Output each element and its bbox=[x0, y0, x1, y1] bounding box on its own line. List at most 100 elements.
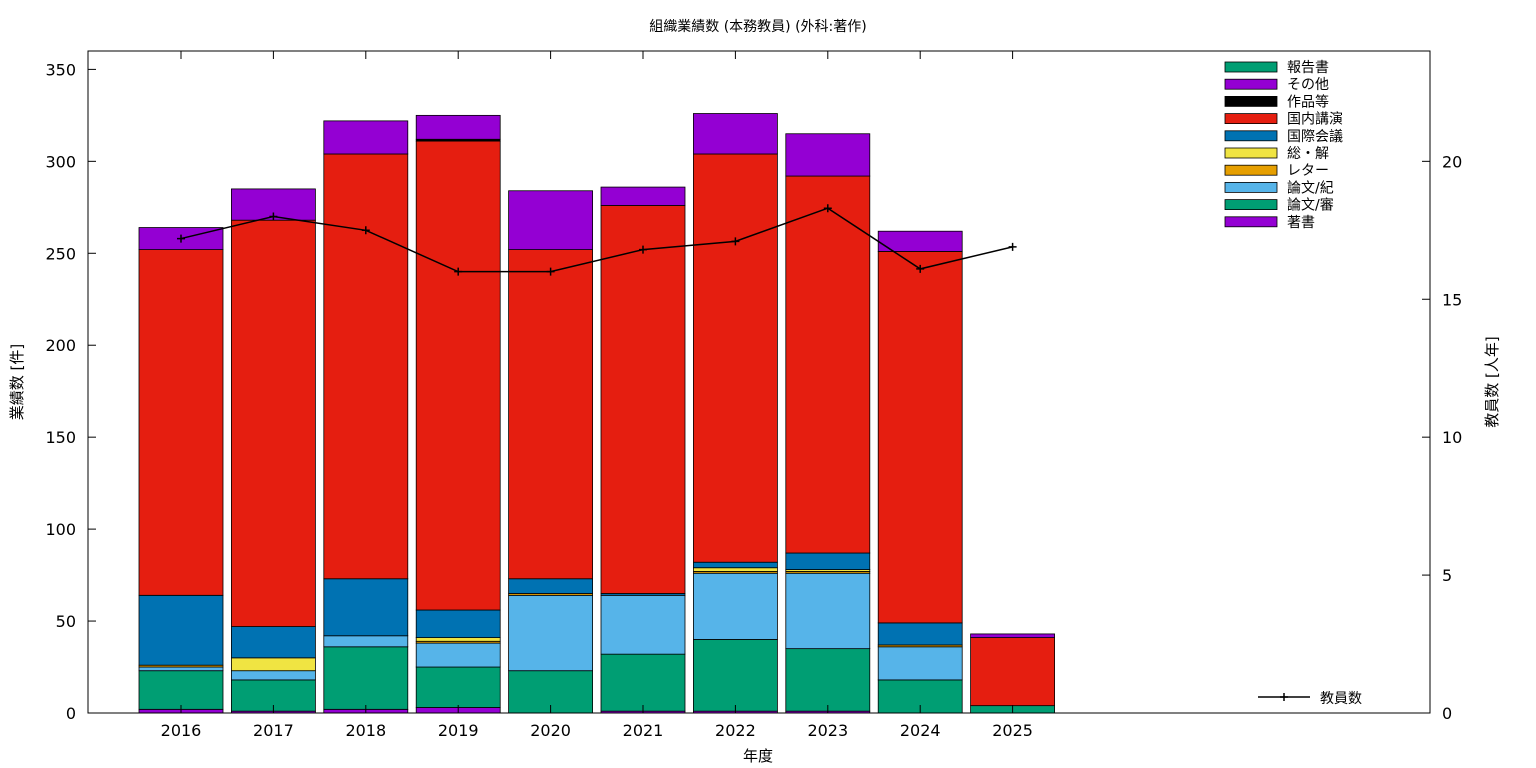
bar-segment bbox=[693, 153, 778, 563]
bar-segment bbox=[785, 648, 871, 712]
line-layer bbox=[177, 204, 1017, 276]
bar-segment bbox=[785, 572, 871, 650]
bar-segment bbox=[877, 251, 963, 624]
legend-swatch bbox=[1224, 216, 1278, 228]
x-tick-label: 2023 bbox=[807, 721, 848, 740]
bar-segment bbox=[323, 635, 409, 648]
plot-frame bbox=[87, 50, 1431, 714]
legend-swatch bbox=[1224, 96, 1278, 107]
bar-segment bbox=[600, 186, 686, 206]
y2-tick-label: 10 bbox=[1442, 428, 1462, 447]
bar-segment bbox=[138, 666, 224, 672]
bar-segment bbox=[323, 153, 409, 580]
x-tick-label: 2025 bbox=[992, 721, 1033, 740]
bar-segment bbox=[693, 113, 778, 155]
bar-segment bbox=[877, 646, 963, 681]
legend-swatch bbox=[1224, 199, 1278, 211]
faculty-count-point bbox=[1008, 242, 1017, 251]
bar-segment bbox=[600, 653, 686, 712]
y-axis-label: 業績数 [件] bbox=[8, 344, 26, 420]
legend-swatch bbox=[1224, 78, 1278, 90]
bar-segment bbox=[970, 637, 1055, 707]
bar-segment bbox=[693, 561, 778, 569]
bar-segment bbox=[323, 578, 409, 637]
legend-label: 論文/紀 bbox=[1287, 180, 1334, 196]
y-tick-label: 250 bbox=[45, 244, 76, 263]
legend-line-marker bbox=[1280, 693, 1288, 701]
x-tick-label: 2022 bbox=[715, 721, 756, 740]
legend-swatch bbox=[1224, 130, 1278, 142]
legend-swatch bbox=[1224, 181, 1278, 193]
bars-layer bbox=[138, 113, 1055, 714]
legend-label: 報告書 bbox=[1287, 60, 1329, 76]
legend-label: その他 bbox=[1287, 77, 1329, 93]
bar-segment bbox=[600, 594, 686, 655]
faculty-count-line bbox=[180, 207, 1013, 273]
bar-segment bbox=[415, 140, 501, 611]
y-tick-label: 350 bbox=[45, 60, 76, 79]
faculty-count-point bbox=[269, 212, 278, 221]
bar-segment bbox=[415, 642, 501, 668]
legend-label: 国際会議 bbox=[1287, 128, 1343, 145]
bar-segment bbox=[230, 626, 316, 659]
chart-title: 組織業績数 (本務教員) (外科:著作) bbox=[649, 19, 866, 35]
axes-layer: 0 50 100 150 200 250 300 350 0 5 10 15 20 2016 2017 201… bbox=[45, 51, 1462, 740]
faculty-count-point bbox=[639, 245, 647, 254]
bar-segment bbox=[693, 572, 778, 640]
faculty-count-point bbox=[546, 267, 555, 276]
bar-segment bbox=[230, 657, 316, 672]
legend-swatch bbox=[1224, 164, 1278, 176]
bar-segment bbox=[415, 114, 501, 140]
legend-label: 作品等 bbox=[1287, 93, 1329, 110]
bar-segment bbox=[785, 552, 871, 570]
y2-tick-label: 20 bbox=[1442, 152, 1462, 171]
y2-tick-label: 5 bbox=[1442, 566, 1452, 585]
bar-segment bbox=[508, 578, 594, 594]
bar-segment bbox=[230, 670, 316, 681]
faculty-count-point bbox=[177, 234, 185, 243]
bar-segment bbox=[415, 609, 501, 639]
bar-segment bbox=[785, 133, 871, 177]
y-tick-label: 150 bbox=[45, 428, 76, 447]
bar-segment bbox=[230, 219, 316, 627]
y-tick-label: 300 bbox=[45, 152, 76, 171]
y-tick-label: 50 bbox=[56, 612, 76, 631]
y-tick-label: 0 bbox=[66, 704, 76, 723]
y2-tick-label: 15 bbox=[1442, 290, 1462, 309]
bar-segment bbox=[877, 230, 963, 252]
legend-label: 論文/審 bbox=[1287, 198, 1334, 214]
bar-segment bbox=[877, 622, 963, 646]
y-tick-label: 100 bbox=[45, 520, 76, 539]
x-tick-label: 2021 bbox=[623, 721, 664, 740]
legend-label: 著書 bbox=[1287, 215, 1315, 231]
bar-segment bbox=[323, 646, 409, 710]
y2-axis-label: 教員数 [人年] bbox=[1483, 336, 1501, 427]
legend-label: 総・解 bbox=[1287, 146, 1329, 162]
bar-segment bbox=[508, 249, 594, 580]
bar-segment bbox=[785, 175, 871, 554]
y2-tick-label: 0 bbox=[1442, 704, 1452, 723]
bar-segment bbox=[693, 639, 778, 712]
legend-line-label: 教員数 bbox=[1320, 691, 1362, 707]
bar-segment bbox=[508, 594, 594, 672]
bar-segment bbox=[415, 637, 501, 642]
faculty-count-point bbox=[361, 226, 370, 235]
legend-swatch bbox=[1224, 147, 1278, 159]
x-axis-label: 年度 bbox=[743, 747, 773, 765]
faculty-count-point bbox=[454, 267, 463, 276]
x-tick-label: 2018 bbox=[345, 721, 386, 740]
legend-label: 国内講演 bbox=[1287, 112, 1343, 128]
legend-label: レター bbox=[1287, 163, 1329, 179]
bar-segment bbox=[600, 205, 686, 594]
faculty-count-point bbox=[823, 204, 832, 213]
bar-segment bbox=[970, 633, 1055, 639]
x-tick-label: 2016 bbox=[161, 721, 202, 740]
bar-segment bbox=[138, 594, 224, 666]
x-tick-label: 2019 bbox=[438, 721, 479, 740]
x-tick-label: 2020 bbox=[530, 721, 571, 740]
bar-segment bbox=[693, 567, 778, 572]
y-tick-label: 200 bbox=[45, 336, 76, 355]
x-tick-label: 2024 bbox=[900, 721, 941, 740]
